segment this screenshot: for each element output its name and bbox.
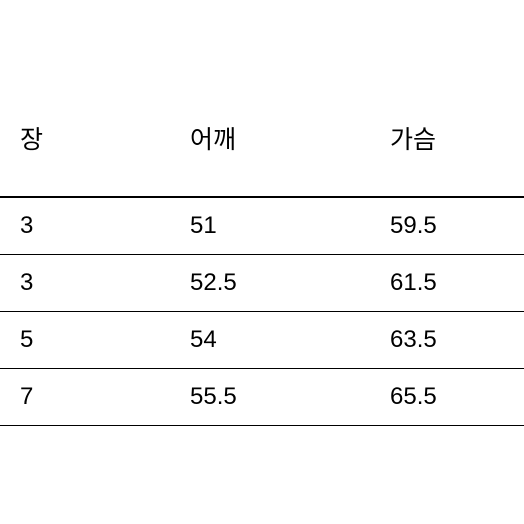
- cell-value: 7: [0, 369, 150, 426]
- cell-value: 3: [0, 255, 150, 312]
- cell-value: 54: [150, 312, 350, 369]
- column-header-chest: 가슴: [350, 120, 524, 197]
- column-header-length: 장: [0, 120, 150, 197]
- cell-value: 55.5: [150, 369, 350, 426]
- table-row: 3 51 59.5: [0, 197, 524, 255]
- size-table-container: 장 어깨 가슴 3 51 59.5 3 52.5 61.5 5 54 63.5: [0, 0, 524, 524]
- column-header-shoulder: 어깨: [150, 120, 350, 197]
- size-table: 장 어깨 가슴 3 51 59.5 3 52.5 61.5 5 54 63.5: [0, 120, 524, 426]
- cell-value: 52.5: [150, 255, 350, 312]
- cell-value: 65.5: [350, 369, 524, 426]
- table-row: 7 55.5 65.5: [0, 369, 524, 426]
- cell-value: 3: [0, 197, 150, 255]
- cell-value: 61.5: [350, 255, 524, 312]
- cell-value: 63.5: [350, 312, 524, 369]
- cell-value: 51: [150, 197, 350, 255]
- table-header-row: 장 어깨 가슴: [0, 120, 524, 197]
- table-row: 3 52.5 61.5: [0, 255, 524, 312]
- cell-value: 59.5: [350, 197, 524, 255]
- table-row: 5 54 63.5: [0, 312, 524, 369]
- cell-value: 5: [0, 312, 150, 369]
